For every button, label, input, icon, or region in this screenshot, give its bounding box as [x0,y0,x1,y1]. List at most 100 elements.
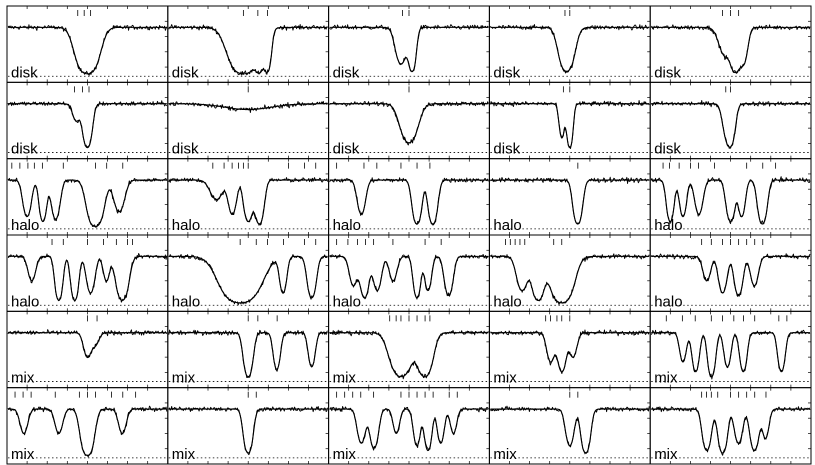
model-fit-line [329,332,489,378]
panel-28: mix [328,387,490,465]
spectrum-line [329,254,489,300]
panel-label: mix [493,446,517,463]
model-fit-line [329,255,489,299]
spectrum-line [329,329,489,380]
model-fit-line [329,103,489,144]
model-fit-line [490,332,650,373]
panel-20: halo [649,234,812,312]
model-fit-line [168,26,328,75]
panel-1: disk [6,5,169,83]
model-fit-line [168,179,328,225]
model-fit-line [8,255,167,301]
panel-14: halo [488,158,651,236]
model-fit-line [490,103,650,149]
spectrum-line [7,329,168,358]
panel-30: mix [649,387,812,465]
panel-25: mix [649,310,812,389]
panel-27: mix [167,387,330,465]
panel-label: mix [654,446,678,463]
panel-label: disk [172,64,199,81]
panel-label: halo [654,293,682,310]
panel-18: halo [328,234,490,312]
panel-9: disk [488,81,651,160]
model-fit-line [329,408,489,452]
model-fit-line [168,103,328,111]
panel-3: disk [328,5,490,83]
panel-16: halo [6,234,169,312]
panel-10: disk [649,81,812,160]
panel-label: halo [654,217,682,234]
panel-label: halo [172,217,200,234]
model-fit-line [651,332,810,378]
panel-label: mix [654,370,678,387]
panel-label: halo [493,293,521,310]
panel-label: mix [11,370,35,387]
panel-24: mix [488,310,651,389]
spectrum-line [168,405,329,456]
spectrum-line [7,24,168,76]
model-fit-line [329,179,489,225]
panel-label: disk [11,64,38,81]
panel-label: mix [172,370,196,387]
spectrum-line [651,406,811,456]
panel-label: halo [11,293,39,310]
panel-label: halo [172,293,200,310]
panel-15: halo [649,158,812,236]
panel-8: disk [328,81,490,160]
panel-label: disk [654,141,681,158]
panel-label: halo [493,217,521,234]
model-fit-line [490,179,650,225]
panel-label: halo [333,293,361,310]
spectrum-line [490,329,650,375]
model-fit-line [168,255,328,304]
panel-label: disk [493,141,520,158]
panel-label: mix [333,446,357,463]
model-fit-line [8,179,167,228]
model-fit-line [8,408,167,457]
panel-label: disk [493,64,520,81]
model-fit-line [490,408,650,454]
model-fit-line [490,26,650,72]
panel-26: mix [6,387,169,465]
panel-label: disk [333,141,360,158]
model-fit-line [329,26,489,73]
panel-label: halo [333,217,361,234]
model-fit-line [651,179,810,225]
panel-23: mix [328,310,490,389]
spectrum-line [168,100,329,114]
panel-19: halo [488,234,651,312]
panel-label: disk [11,141,38,158]
panel-label: mix [493,370,517,387]
panel-7: disk [167,81,330,160]
panel-label: mix [172,446,196,463]
panel-label: disk [654,64,681,81]
panel-label: disk [333,64,360,81]
panel-22: mix [167,310,330,389]
model-fit-line [168,332,328,378]
model-fit-line [8,103,167,149]
model-fit-line [651,408,810,454]
model-fit-line [490,255,650,304]
panel-label: mix [11,446,35,463]
model-fit-line [651,103,810,148]
spectrum-line [329,100,489,146]
model-fit-line [8,26,167,75]
panel-12: halo [167,158,330,236]
panel-17: halo [167,234,330,312]
model-fit-line [651,255,810,297]
panel-11: halo [6,158,169,236]
panel-6: disk [6,81,169,160]
panel-label: disk [172,141,199,158]
model-fit-line [168,408,328,454]
panel-21: mix [6,310,169,389]
panel-5: disk [649,5,812,83]
panel-2: disk [167,5,330,83]
panel-29: mix [488,387,651,465]
model-fit-line [8,332,167,359]
model-fit-line [651,26,810,74]
panel-4: disk [488,5,651,83]
panel-label: mix [333,370,357,387]
spectrum-line [650,253,811,297]
panel-label: halo [11,217,39,234]
